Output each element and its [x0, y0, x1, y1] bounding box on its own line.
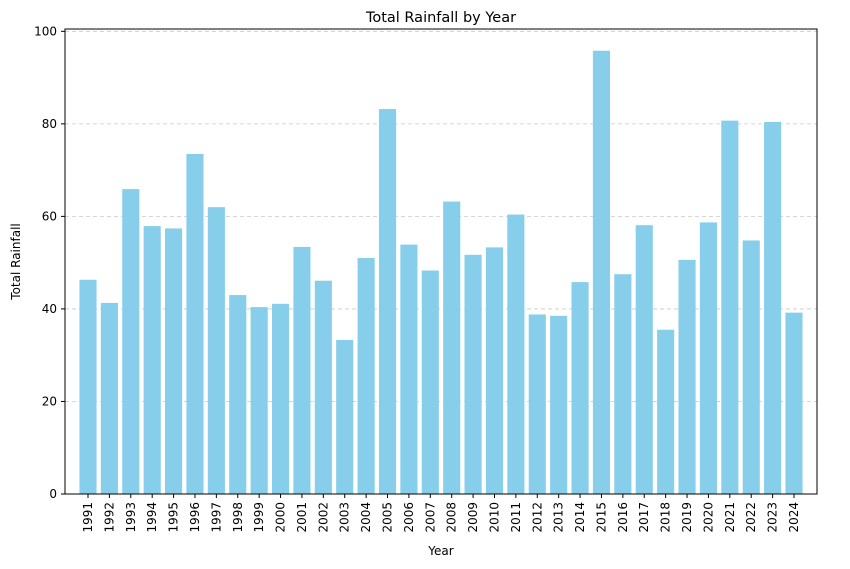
x-tick-label-2022: 2022 — [744, 502, 758, 533]
x-tick-label-2016: 2016 — [616, 502, 630, 533]
bar-1992 — [100, 302, 118, 494]
bar-1991 — [79, 279, 97, 494]
bar-2014 — [571, 282, 589, 494]
bar-2011 — [507, 214, 525, 495]
x-tick-label-1997: 1997 — [209, 502, 223, 533]
x-axis-label: Year — [427, 544, 453, 558]
x-tick-label-2014: 2014 — [573, 502, 587, 533]
chart-title: Total Rainfall by Year — [365, 10, 516, 26]
y-ticks: 0 20 40 60 80 100 — [34, 24, 65, 501]
x-tick-label-2007: 2007 — [423, 502, 437, 533]
x-tick-label-2006: 2006 — [402, 502, 416, 533]
bar-2018 — [657, 329, 675, 494]
bar-2021 — [721, 120, 739, 494]
x-tick-label-2015: 2015 — [594, 502, 608, 533]
bar-1996 — [186, 153, 204, 495]
x-tick-label-1994: 1994 — [145, 502, 159, 533]
x-tick-label-2019: 2019 — [680, 502, 694, 533]
bar-2001 — [293, 246, 311, 494]
bar-2004 — [357, 258, 375, 494]
y-tick-label-80: 80 — [42, 117, 57, 131]
bar-1995 — [165, 228, 183, 494]
y-tick-label-40: 40 — [42, 302, 57, 316]
bar-2022 — [742, 240, 760, 494]
x-tick-label-2017: 2017 — [637, 502, 651, 533]
bar-1999 — [250, 307, 268, 494]
x-tick-label-1992: 1992 — [102, 502, 116, 533]
bar-2015 — [592, 50, 611, 494]
axes-frame — [64, 28, 818, 495]
bar-2024 — [785, 312, 803, 494]
bar-2017 — [635, 225, 653, 494]
y-axis-label: Total Rainfall — [9, 223, 23, 300]
x-tick-label-2021: 2021 — [723, 502, 737, 533]
x-tick-label-2002: 2002 — [316, 502, 330, 533]
bar-2007 — [421, 270, 439, 494]
bar-2000 — [271, 303, 290, 494]
x-tick-label-1998: 1998 — [231, 502, 245, 533]
bar-2019 — [678, 259, 696, 494]
x-tick-label-1999: 1999 — [252, 502, 266, 533]
bar-1994 — [143, 226, 161, 494]
x-tick-label-2009: 2009 — [466, 502, 480, 533]
x-tick-label-2005: 2005 — [381, 502, 395, 533]
x-tick-label-2004: 2004 — [359, 502, 373, 533]
x-tick-label-2003: 2003 — [338, 502, 352, 533]
bar-2009 — [464, 254, 482, 494]
bars — [79, 50, 803, 495]
x-tick-label-2010: 2010 — [487, 502, 501, 533]
x-tick-label-2018: 2018 — [659, 502, 673, 533]
x-tick-label-2001: 2001 — [295, 502, 309, 533]
x-tick-label-2000: 2000 — [274, 502, 288, 533]
y-tick-label-60: 60 — [42, 209, 57, 223]
bar-2023 — [764, 122, 782, 494]
x-tick-label-2023: 2023 — [766, 502, 780, 533]
x-tick-label-2024: 2024 — [787, 502, 801, 533]
x-tick-label-2013: 2013 — [552, 502, 566, 533]
bar-2020 — [699, 222, 717, 494]
x-tick-label-1995: 1995 — [167, 502, 181, 533]
x-tick-label-2012: 2012 — [530, 502, 544, 533]
bar-2013 — [550, 315, 568, 494]
axes — [64, 28, 818, 495]
y-tick-label-0: 0 — [49, 487, 57, 501]
bar-2002 — [314, 280, 332, 494]
bar-1993 — [122, 189, 140, 495]
bar-2012 — [528, 314, 546, 494]
bar-2016 — [614, 274, 632, 494]
bar-2008 — [443, 201, 461, 494]
x-tick-label-2020: 2020 — [701, 502, 715, 533]
x-ticks: 1991 1992 1993 1994 1995 1996 1997 1998 1999 2000… — [81, 494, 801, 533]
y-tick-label-20: 20 — [42, 394, 57, 408]
bar-2006 — [400, 244, 418, 494]
y-tick-label-100: 100 — [34, 24, 57, 38]
bar-1998 — [229, 295, 247, 494]
x-tick-label-2008: 2008 — [445, 502, 459, 533]
x-tick-label-1993: 1993 — [124, 502, 138, 533]
x-tick-label-1991: 1991 — [81, 502, 95, 533]
bar-2003 — [336, 339, 354, 494]
bar-2005 — [378, 109, 397, 495]
x-tick-label-1996: 1996 — [188, 502, 202, 533]
bar-1997 — [207, 207, 225, 494]
x-tick-label-2011: 2011 — [509, 502, 523, 533]
bar-2010 — [485, 247, 504, 494]
